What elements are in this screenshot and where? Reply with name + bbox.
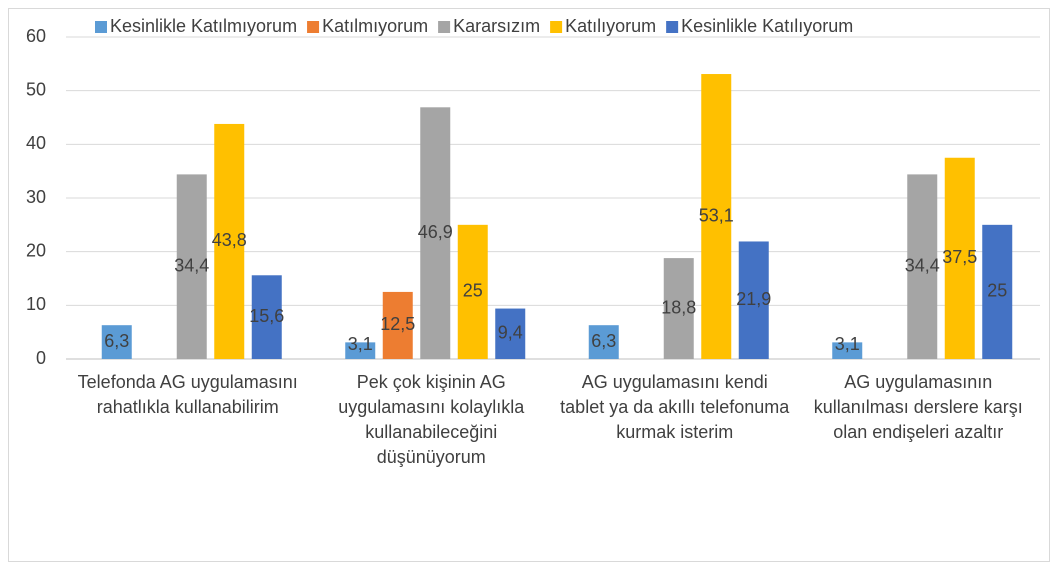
legend-swatch <box>666 21 679 33</box>
y-tick-label: 60 <box>26 26 46 46</box>
bar <box>176 174 207 359</box>
data-label: 6,3 <box>591 331 616 351</box>
data-label: 34,4 <box>174 255 209 275</box>
bar <box>982 224 1013 359</box>
legend-swatch <box>550 21 563 33</box>
data-label: 43,8 <box>212 230 247 250</box>
x-tick-label: Telefonda AG uygulamasını rahatlıkla kul… <box>77 372 298 417</box>
bar <box>495 308 526 359</box>
bar <box>738 241 769 359</box>
legend-label: Katılmıyorum <box>322 16 428 36</box>
bar <box>101 325 132 359</box>
data-label: 18,8 <box>661 297 696 317</box>
data-label: 3,1 <box>348 334 373 354</box>
bar <box>345 342 376 359</box>
data-label: 46,9 <box>418 222 453 242</box>
legend-label: Kararsızım <box>453 16 540 36</box>
legend-label: Katılıyorum <box>565 16 656 36</box>
legend-label: Kesinlikle Katılıyorum <box>681 16 853 36</box>
data-label: 34,4 <box>905 255 940 275</box>
legend-swatch <box>95 21 107 33</box>
legend-label: Kesinlikle Katılmıyorum <box>110 16 297 36</box>
data-label: 3,1 <box>835 334 860 354</box>
bar <box>251 275 282 359</box>
data-label: 12,5 <box>380 314 415 334</box>
y-tick-label: 0 <box>36 348 46 368</box>
x-tick-label: AG uygulamasını kendi tablet ya da akıll… <box>560 372 790 442</box>
data-label: 25 <box>987 281 1007 301</box>
bar <box>701 74 732 359</box>
y-tick-label: 30 <box>26 187 46 207</box>
bar <box>832 342 863 359</box>
legend-swatch <box>307 21 320 33</box>
bar <box>420 107 451 359</box>
y-tick-label: 50 <box>26 79 46 99</box>
chart-border <box>8 8 1050 562</box>
data-label: 15,6 <box>249 306 284 326</box>
bar <box>944 157 975 359</box>
bar <box>457 224 488 359</box>
bar <box>588 325 619 359</box>
data-label: 53,1 <box>699 205 734 225</box>
data-label: 21,9 <box>736 289 771 309</box>
bar <box>663 258 694 359</box>
y-tick-label: 10 <box>26 294 46 314</box>
data-label: 25 <box>463 281 483 301</box>
data-label: 9,4 <box>498 323 523 343</box>
x-tick-label: Pek çok kişinin AG uygulamasını kolaylık… <box>338 372 525 467</box>
bar <box>382 291 413 359</box>
bar <box>907 174 938 359</box>
y-tick-label: 40 <box>26 133 46 153</box>
legend-swatch <box>438 21 451 33</box>
bar <box>214 123 245 359</box>
x-tick-label: AG uygulamasının kullanılması derslere k… <box>813 372 1023 442</box>
y-tick-label: 20 <box>26 240 46 260</box>
data-label: 37,5 <box>942 247 977 267</box>
data-label: 6,3 <box>104 331 129 351</box>
